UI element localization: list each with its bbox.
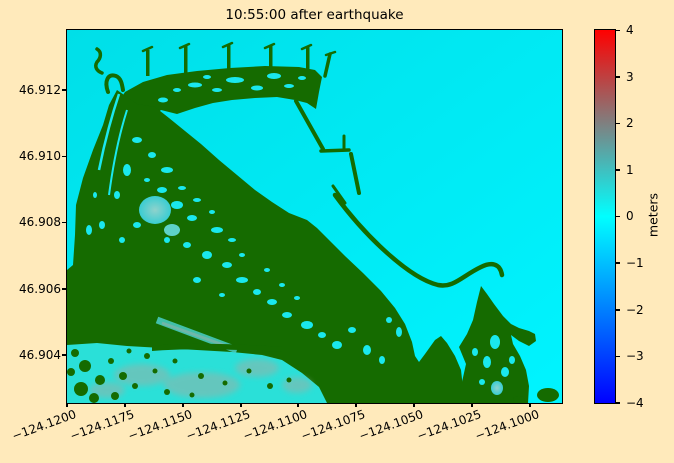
x-tick-label: −124.1100 bbox=[240, 407, 309, 444]
y-tick-label: 46.908 bbox=[19, 215, 61, 229]
pier-cap bbox=[300, 43, 313, 51]
x-tick-label: −124.1150 bbox=[125, 407, 194, 444]
y-tick-label: 46.906 bbox=[19, 282, 61, 296]
x-tick-label: −124.1025 bbox=[414, 407, 483, 444]
pier-cap bbox=[324, 50, 337, 57]
x-tick-label: −124.1050 bbox=[356, 407, 425, 444]
colorbar-tick-label: 1 bbox=[626, 162, 634, 177]
y-tick bbox=[62, 288, 66, 290]
x-tick bbox=[66, 403, 68, 407]
colorbar-tick-label: −3 bbox=[626, 349, 644, 364]
x-tick-label: −124.1125 bbox=[183, 407, 252, 444]
x-tick bbox=[529, 403, 531, 407]
y-tick bbox=[62, 221, 66, 224]
pier-cap bbox=[141, 45, 154, 53]
y-tick-label: 46.904 bbox=[19, 348, 61, 362]
colorbar-tick-label: 0 bbox=[626, 209, 634, 224]
colorbar-tick bbox=[616, 402, 620, 404]
colorbar-tick-label: 3 bbox=[626, 69, 634, 84]
y-tick bbox=[62, 155, 66, 157]
colorbar-tick bbox=[616, 169, 620, 171]
colorbar bbox=[594, 29, 616, 404]
colorbar-tick bbox=[616, 29, 620, 31]
x-tick bbox=[355, 403, 357, 407]
pier-cap bbox=[221, 41, 234, 49]
x-tick-label: −124.1075 bbox=[298, 407, 367, 444]
plot-area bbox=[66, 29, 563, 404]
colorbar-tick bbox=[616, 262, 620, 264]
colorbar-tick bbox=[616, 309, 620, 311]
map-structures bbox=[94, 41, 505, 288]
y-tick-label: 46.912 bbox=[19, 83, 61, 97]
map-flooded-strip bbox=[67, 316, 327, 403]
colorbar-tick-label: −4 bbox=[626, 395, 644, 410]
y-tick-label: 46.910 bbox=[19, 149, 61, 163]
jetty bbox=[349, 152, 361, 195]
y-tick bbox=[62, 89, 66, 91]
pier bbox=[323, 52, 332, 78]
map-image bbox=[67, 30, 562, 403]
colorbar-tick bbox=[616, 122, 620, 125]
x-tick-label: −124.1175 bbox=[67, 407, 136, 444]
x-tick-label: −124.1000 bbox=[472, 407, 541, 444]
jetty bbox=[294, 99, 325, 151]
colorbar-tick-label: 2 bbox=[626, 116, 634, 130]
x-tick bbox=[240, 403, 242, 407]
colorbar-label: meters bbox=[645, 192, 661, 238]
islet bbox=[94, 47, 104, 75]
breakwater bbox=[332, 192, 505, 288]
x-tick bbox=[471, 403, 473, 407]
colorbar-tick bbox=[616, 355, 620, 358]
map-channels bbox=[86, 73, 515, 395]
colorbar-tick-label: −1 bbox=[626, 255, 644, 270]
colorbar-tick bbox=[616, 76, 620, 78]
colorbar-tick-label: 4 bbox=[626, 23, 634, 37]
pier-cap bbox=[178, 42, 191, 50]
pier-cap bbox=[263, 42, 276, 50]
x-tick bbox=[297, 403, 299, 407]
x-tick-label: −124.1200 bbox=[9, 407, 78, 444]
y-tick bbox=[62, 354, 66, 356]
jetty bbox=[331, 184, 347, 205]
hook-spur bbox=[104, 73, 125, 94]
x-tick bbox=[182, 403, 184, 407]
plot-title: 10:55:00 after earthquake bbox=[225, 7, 404, 23]
colorbar-tick-label: −2 bbox=[626, 302, 644, 317]
x-tick bbox=[413, 403, 415, 407]
x-tick bbox=[124, 403, 126, 407]
colorbar-tick bbox=[616, 215, 620, 218]
